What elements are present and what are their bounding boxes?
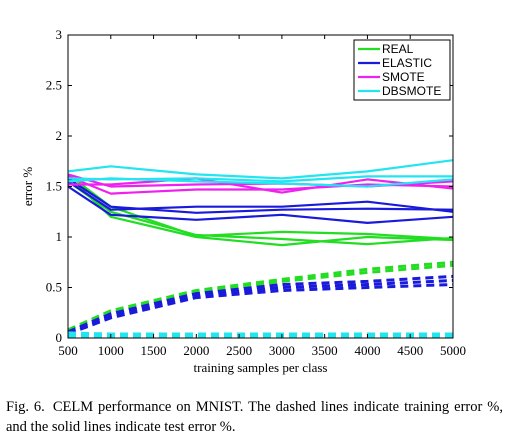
x-tick-label: 500: [58, 343, 78, 358]
series-layer: [67, 159, 454, 338]
y-tick-label: 2.5: [46, 78, 62, 93]
x-axis-label: training samples per class: [194, 360, 328, 375]
series-line-elastic-dashed: [67, 283, 454, 336]
x-tick-label: 5000: [440, 343, 466, 358]
series-line-real-dashed: [67, 263, 454, 334]
series-line-elastic-dashed: [67, 278, 454, 335]
x-tick-label: 4500: [397, 343, 423, 358]
ticks-layer: 500 1000 1500 2000 2500 3000 3500 4000 4500 5000 0…: [46, 27, 466, 358]
y-tick-label: 2: [56, 128, 63, 143]
legend-item: SMOTE: [358, 70, 425, 84]
series-line-real-solid: [67, 180, 454, 246]
y-tick-label: 1: [56, 229, 63, 244]
line-chart: 500 1000 1500 2000 2500 3000 3500 4000 4500 5000 0…: [20, 27, 466, 375]
x-tick-label: 3500: [312, 343, 338, 358]
legend-label: REAL: [382, 42, 414, 56]
series-line-elastic-solid: [67, 185, 454, 224]
caption-text: CELM performance on MNIST. The dashed li…: [6, 399, 503, 435]
legend-label: DBSMOTE: [382, 84, 441, 98]
y-tick-label: 0.5: [46, 280, 62, 295]
series-line-elastic-solid: [67, 177, 454, 214]
y-axis-label: error %: [20, 167, 35, 207]
y-tick-label: 3: [56, 27, 63, 42]
x-tick-label: 2500: [226, 343, 252, 358]
legend-item: ELASTIC: [358, 56, 432, 70]
series-line-real-dashed: [67, 260, 454, 332]
series-line-elastic-solid: [67, 180, 454, 213]
x-tick-label: 1000: [98, 343, 124, 358]
x-tick-label: 2000: [183, 343, 209, 358]
x-tick-label: 4000: [354, 343, 380, 358]
legend-label: SMOTE: [382, 70, 425, 84]
y-tick-label: 1.5: [46, 179, 62, 194]
series-line-dbsmote-solid: [67, 177, 454, 188]
series-line-dbsmote-solid: [67, 159, 454, 180]
caption-label: Fig. 6.: [6, 399, 45, 415]
series-line-dbsmote-dashed: [67, 331, 453, 336]
x-tick-label: 1500: [141, 343, 167, 358]
legend-item: DBSMOTE: [358, 84, 441, 98]
legend-item: REAL: [358, 42, 414, 56]
figure-caption: Fig. 6. CELM performance on MNIST. The da…: [6, 397, 503, 437]
legend-label: ELASTIC: [382, 56, 432, 70]
y-tick-label: 0: [56, 330, 63, 345]
x-tick-label: 3000: [269, 343, 295, 358]
